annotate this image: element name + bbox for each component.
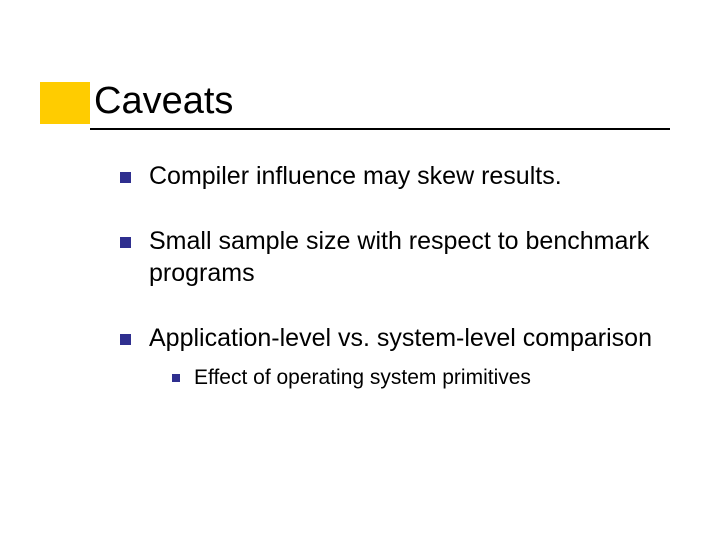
bullet-text: Compiler influence may skew results.	[149, 160, 562, 193]
content-region: Compiler influence may skew results. Sma…	[120, 160, 670, 391]
bullet-square-icon	[120, 172, 131, 183]
sub-bullet-item: Effect of operating system primitives	[172, 364, 670, 391]
bullet-item: Small sample size with respect to benchm…	[120, 225, 670, 290]
slide-title: Caveats	[92, 82, 680, 128]
title-accent-block	[40, 82, 90, 124]
bullet-text: Small sample size with respect to benchm…	[149, 225, 670, 290]
bullet-item: Application-level vs. system-level compa…	[120, 322, 670, 355]
bullet-text: Application-level vs. system-level compa…	[149, 322, 652, 355]
bullet-square-icon	[120, 237, 131, 248]
bullet-item: Compiler influence may skew results.	[120, 160, 670, 193]
title-underline	[90, 128, 670, 130]
sub-bullet-text: Effect of operating system primitives	[194, 364, 531, 391]
sub-bullet-list: Effect of operating system primitives	[172, 364, 670, 391]
title-region: Caveats	[92, 82, 680, 130]
sub-bullet-square-icon	[172, 374, 180, 382]
bullet-square-icon	[120, 334, 131, 345]
